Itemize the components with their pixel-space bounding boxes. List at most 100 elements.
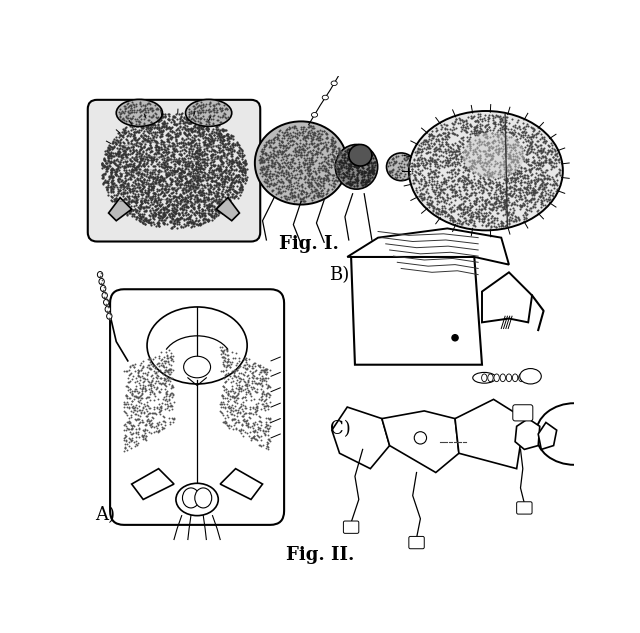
Point (414, 160, 424, 170)
Point (260, 369, 271, 379)
Point (253, 423, 264, 433)
Point (502, 189, 513, 199)
Point (465, 177, 476, 187)
Point (154, 122, 164, 132)
Point (198, 213, 208, 223)
Point (423, 192, 433, 202)
Point (194, 127, 204, 137)
Ellipse shape (482, 374, 487, 382)
Point (212, 122, 222, 132)
Point (198, 199, 209, 209)
Point (201, 106, 211, 116)
Point (161, 213, 171, 223)
Point (197, 190, 207, 200)
Point (94, 272, 104, 282)
Point (141, 177, 151, 187)
Point (137, 415, 147, 425)
Point (256, 436, 266, 446)
Point (535, 140, 545, 150)
Point (476, 185, 486, 196)
Point (186, 108, 196, 118)
Point (146, 112, 156, 122)
Point (179, 199, 189, 210)
Point (506, 157, 516, 167)
Point (122, 417, 132, 427)
Point (171, 192, 181, 202)
Point (262, 174, 272, 184)
Point (135, 405, 145, 415)
Point (447, 125, 457, 135)
Point (220, 112, 230, 122)
Point (192, 143, 202, 153)
Point (129, 134, 139, 144)
Point (196, 113, 206, 123)
Point (429, 185, 439, 195)
Point (108, 151, 118, 161)
Point (526, 187, 536, 197)
Point (223, 192, 234, 203)
Point (316, 132, 326, 142)
Point (228, 161, 239, 172)
Point (160, 142, 170, 152)
Point (124, 401, 134, 411)
Point (118, 178, 129, 188)
Point (181, 201, 191, 211)
Point (164, 154, 175, 164)
Point (135, 372, 145, 382)
Point (237, 425, 248, 435)
Point (232, 171, 243, 181)
Point (246, 434, 256, 444)
Point (475, 111, 485, 122)
Point (143, 151, 153, 161)
Point (144, 384, 154, 394)
Point (452, 130, 462, 141)
Point (134, 213, 144, 223)
Point (525, 195, 535, 205)
Point (492, 129, 502, 139)
Point (317, 129, 328, 139)
Point (180, 163, 191, 173)
Point (438, 196, 449, 206)
Point (138, 218, 148, 228)
Point (140, 434, 150, 444)
Point (179, 167, 189, 177)
Point (197, 186, 207, 196)
Point (544, 146, 554, 156)
Point (119, 182, 129, 192)
Point (473, 168, 483, 178)
Point (127, 161, 138, 172)
Point (123, 113, 133, 123)
Point (159, 204, 170, 214)
Point (487, 211, 497, 221)
Point (280, 173, 291, 183)
Point (218, 189, 228, 199)
Point (450, 147, 460, 157)
Point (481, 151, 492, 161)
Point (483, 174, 493, 184)
Point (298, 122, 308, 132)
Point (142, 158, 152, 168)
Point (123, 382, 133, 392)
Point (195, 154, 205, 164)
Point (204, 112, 214, 122)
Point (108, 183, 118, 193)
Point (154, 177, 164, 187)
Point (484, 113, 494, 123)
Point (141, 122, 152, 132)
Point (105, 313, 115, 323)
Point (131, 99, 141, 110)
Point (500, 123, 511, 133)
Point (329, 181, 339, 191)
Point (138, 434, 148, 444)
Point (170, 192, 180, 202)
Point (137, 169, 147, 179)
Point (166, 168, 176, 178)
Point (214, 196, 224, 206)
Point (465, 119, 476, 129)
Point (101, 161, 111, 172)
Point (424, 177, 434, 187)
Point (490, 166, 500, 176)
Point (237, 392, 248, 402)
Point (523, 172, 533, 182)
Point (516, 131, 527, 141)
